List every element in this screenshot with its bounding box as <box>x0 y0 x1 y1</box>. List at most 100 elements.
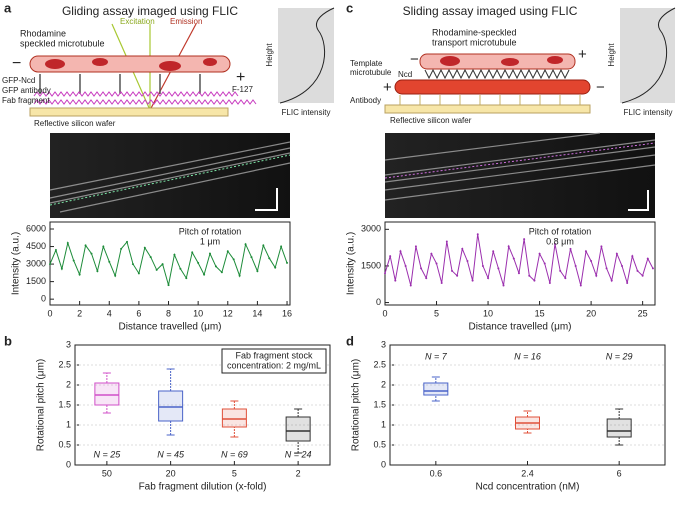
micrograph-streak <box>384 132 656 201</box>
x-tick-label: 25 <box>638 308 648 318</box>
intensity-point <box>579 284 582 287</box>
label: Height <box>607 43 616 67</box>
intensity-line <box>49 240 288 286</box>
intensity-point <box>96 270 99 273</box>
intensity-point <box>631 255 634 258</box>
intensity-point <box>250 256 253 259</box>
n-label: N = 24 <box>285 449 312 459</box>
annotation: Pitch of rotation <box>529 226 592 236</box>
intensity-point <box>445 240 448 243</box>
intensity-point <box>114 274 117 277</box>
label: FLIC intensity <box>624 108 673 117</box>
intensity-point <box>533 279 536 282</box>
label: GFP-Ncd <box>2 76 35 85</box>
x-tick-label: 50 <box>102 468 112 478</box>
intensity-point <box>610 279 613 282</box>
intensity-point <box>548 282 551 285</box>
label: − <box>596 79 605 96</box>
intensity-point <box>651 267 654 270</box>
n-label: N = 69 <box>221 449 248 459</box>
intensity-point <box>90 252 93 255</box>
intensity-point <box>179 267 182 270</box>
intensity-point <box>399 250 402 253</box>
intensity-point <box>420 267 423 270</box>
diagram-title: Gliding assay imaged using FLIC <box>62 4 238 18</box>
x-tick-label: 12 <box>223 308 233 318</box>
label: Ncd <box>398 70 412 79</box>
note: Fab fragment stock <box>235 350 313 360</box>
intensity-point <box>584 250 587 253</box>
scale-bar <box>255 188 278 211</box>
label: FLIC intensity <box>282 108 331 117</box>
intensity-point <box>49 263 51 266</box>
intensity-point <box>238 274 241 277</box>
fab-layer <box>33 91 239 97</box>
intensity-point <box>574 264 577 267</box>
y-tick-label: 3 <box>381 339 386 349</box>
y-tick-label: 0 <box>66 459 71 469</box>
x-tick-label: 0 <box>47 308 52 318</box>
intensity-point <box>502 284 505 287</box>
label: + <box>383 79 392 96</box>
intensity-point <box>487 277 490 280</box>
flic-curve <box>279 7 335 104</box>
wafer <box>29 107 229 117</box>
y-tick-label: 0 <box>41 294 46 304</box>
ncd-layer <box>424 68 570 80</box>
annotation: 1 μm <box>200 236 220 246</box>
x-tick-label: 10 <box>193 308 203 318</box>
y-tick-label: 1.5 <box>373 399 386 409</box>
y-tick-label: 1500 <box>26 276 46 286</box>
intensity-point <box>226 250 229 253</box>
n-label: N = 29 <box>606 351 633 361</box>
intensity-point <box>492 250 495 253</box>
diagram-c: Sliding assay imaged using FLIC Rhodamin… <box>350 4 676 218</box>
plot-frame <box>384 221 656 306</box>
intensity-point <box>209 252 211 255</box>
micrograph-streak <box>49 141 291 213</box>
transport-microtubule <box>419 53 576 70</box>
micrograph <box>385 133 655 218</box>
x-tick-label: 6 <box>617 468 622 478</box>
label: Rhodamine <box>20 28 66 38</box>
label: + <box>236 69 245 86</box>
y-tick-label: 0 <box>376 297 381 307</box>
box <box>606 418 632 438</box>
x-tick-label: 15 <box>535 308 545 318</box>
label: + <box>578 46 587 63</box>
label: − <box>410 51 419 68</box>
y-axis-label: Rotational pitch (μm) <box>36 359 47 451</box>
label: F-127 <box>232 85 253 94</box>
annotation: 0.8 μm <box>546 236 574 246</box>
diagram-title: Sliding assay imaged using FLIC <box>403 4 578 18</box>
fab-layer <box>33 99 257 105</box>
y-tick-label: 6000 <box>26 223 46 233</box>
linker <box>39 74 201 94</box>
speckle <box>92 58 108 66</box>
x-tick-label: 5 <box>232 468 237 478</box>
box <box>423 382 449 396</box>
y-tick-label: 3000 <box>361 224 381 234</box>
intensity-point <box>244 243 247 246</box>
intensity-point <box>605 267 608 270</box>
n-label: N = 25 <box>93 449 121 459</box>
y-tick-label: 3000 <box>26 258 46 268</box>
y-axis-label: Rotational pitch (μm) <box>351 359 362 451</box>
speckle <box>203 58 217 66</box>
speckle <box>501 58 519 66</box>
trace-line <box>49 154 291 206</box>
intensity-point <box>476 233 479 236</box>
intensity-point <box>167 284 170 287</box>
x-axis-label: Ncd concentration (nM) <box>476 482 580 493</box>
label: Emission <box>170 17 202 26</box>
intensity-point <box>430 252 433 255</box>
intensity-point <box>569 247 572 250</box>
speckle <box>45 59 65 69</box>
x-tick-label: 20 <box>586 308 596 318</box>
intensity-point <box>72 259 75 262</box>
y-tick-label: 1.5 <box>58 399 71 409</box>
speckle <box>547 56 563 64</box>
intensity-point <box>456 274 459 277</box>
intensity-point <box>262 244 265 247</box>
